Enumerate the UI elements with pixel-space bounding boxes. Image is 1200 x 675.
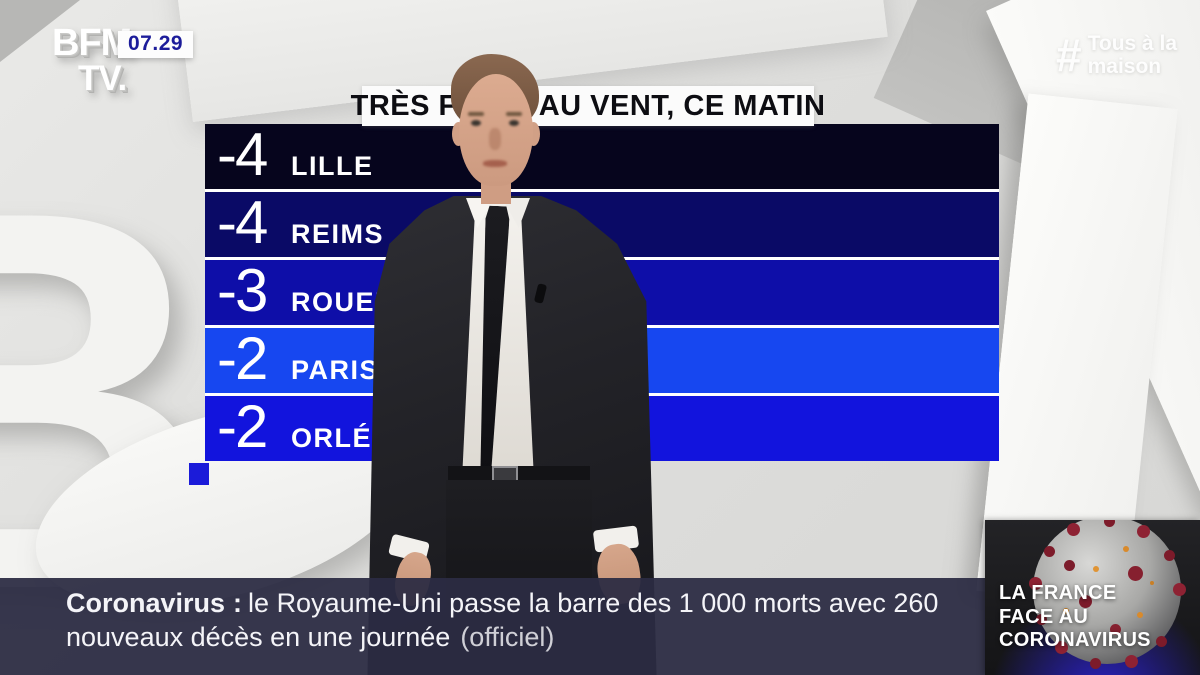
channel-logo: BFM TV. [52, 22, 132, 99]
ticker-headline-continued: nouveaux décès en une journée [66, 622, 451, 652]
program-title-line: LA FRANCE [999, 582, 1117, 604]
hashtag-line: maison [1087, 55, 1162, 78]
ticker-line-2: nouveaux décès en une journée (officiel) [66, 620, 938, 654]
city-label: ORLÉANS [291, 423, 434, 453]
coronavirus-icon [1033, 520, 1181, 664]
ticker-text: Coronavirus: le Royaume-Uni passe la barr… [66, 586, 938, 654]
hashtag-lockup: # Tous à la maison [1056, 32, 1177, 78]
temperature-value: -3 [217, 257, 268, 324]
weather-row: -4 REIMS [205, 192, 999, 257]
shirt-cuff [592, 525, 640, 553]
weather-row: -2 PARIS [205, 328, 999, 393]
weather-row: -2 ORLÉANS [205, 396, 999, 461]
city-label: LILLE [291, 151, 374, 181]
program-title-line: CORONAVIRUS [999, 629, 1151, 651]
shirt-cuff [388, 533, 430, 564]
weather-table: -4 LILLE -4 REIMS -3 ROUEN -2 PARIS -2 O… [205, 124, 999, 461]
channel-logo-tv: TV. [78, 59, 127, 98]
program-title: LA FRANCE FACE AU CORONAVIRUS [999, 582, 1151, 653]
ticker-separator: : [233, 588, 243, 618]
city-label: PARIS [291, 355, 380, 385]
clock-time: 07.29 [128, 32, 184, 55]
hashtag-line: Tous à la [1087, 32, 1178, 55]
weather-row: -3 ROUEN [205, 260, 999, 325]
weather-headline: TRÈS FROID AU VENT, CE MATIN [351, 86, 825, 126]
city-label: REIMS [291, 219, 385, 249]
program-title-line: FACE AU [999, 605, 1089, 628]
ticker-topic: Coronavirus [66, 588, 226, 618]
blue-cube-accent [189, 463, 209, 485]
temperature-value: -4 [217, 121, 268, 188]
hash-icon: # [1056, 29, 1082, 81]
city-label: ROUEN [291, 287, 397, 317]
ticker-source-note: (officiel) [460, 622, 555, 652]
temperature-value: -2 [217, 325, 268, 392]
program-promo-panel: LA FRANCE FACE AU CORONAVIRUS [985, 520, 1200, 675]
ticker-line-1: Coronavirus: le Royaume-Uni passe la barr… [66, 586, 938, 620]
temperature-value: -4 [217, 189, 268, 256]
presenter-belt [448, 466, 590, 482]
weather-headline-text: TRÈS FROID AU VENT, CE MATIN [350, 89, 826, 122]
weather-row: -4 LILLE [205, 124, 999, 189]
belt-buckle [492, 466, 518, 482]
ticker-headline: le Royaume-Uni passe la barre des 1 000 … [248, 588, 939, 618]
clock-badge: 07.29 [118, 31, 194, 58]
temperature-value: -2 [217, 393, 268, 460]
